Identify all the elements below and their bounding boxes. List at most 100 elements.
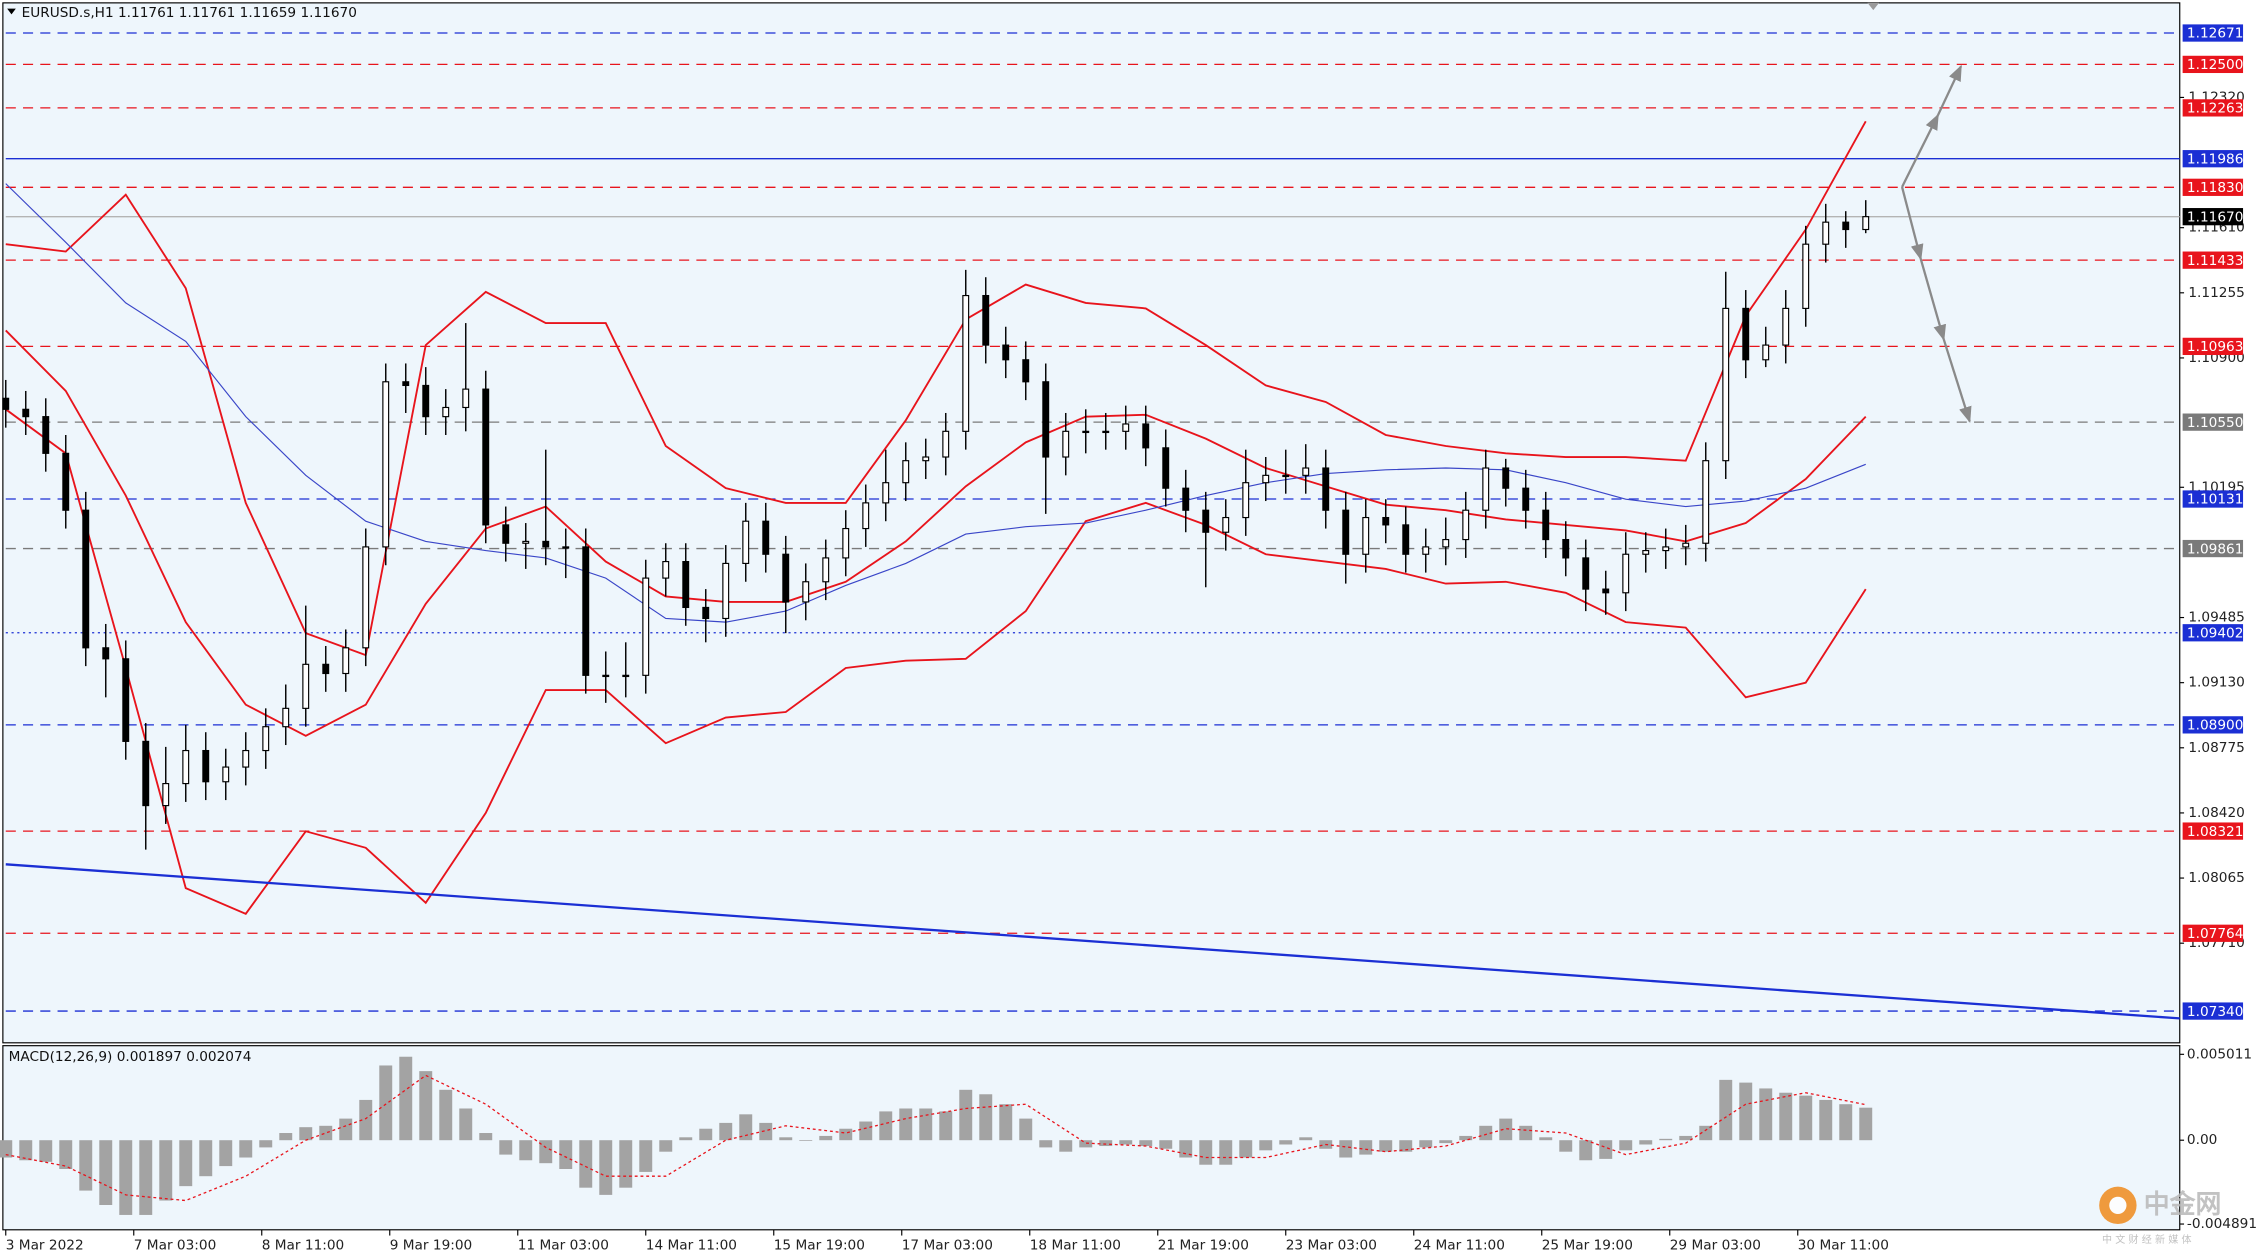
candle-body [782, 553, 790, 603]
y-tick-label: 1.09130 [2188, 675, 2244, 691]
macd-bar [1179, 1140, 1193, 1158]
macd-bar [999, 1104, 1013, 1141]
watermark-brand: 中金网 [2144, 1189, 2222, 1220]
macd-bar [259, 1140, 273, 1148]
candle-body [422, 384, 430, 418]
candle-body [862, 502, 870, 530]
level-price-label: 1.08321 [2187, 824, 2243, 840]
candle-body [762, 520, 770, 555]
macd-bar [1519, 1125, 1533, 1141]
macd-bar [139, 1140, 153, 1215]
level-price-box [2182, 55, 2244, 74]
candle-body [342, 647, 350, 675]
level-price-box [2182, 413, 2244, 431]
candle-body [1542, 509, 1550, 541]
level-price-box [2182, 822, 2244, 840]
candle-body [1262, 474, 1270, 484]
level-price-box [2182, 624, 2244, 642]
candle-body [1842, 221, 1850, 231]
level-price-label: 1.11433 [2187, 253, 2243, 269]
macd-bar [459, 1108, 473, 1141]
watermark: 中金网 中 文 财 经 新 媒 体 [2099, 1186, 2222, 1246]
macd-bar [199, 1140, 213, 1177]
candle-body [902, 460, 910, 484]
shift-marker [1867, 2, 1880, 11]
macd-bar [819, 1135, 833, 1141]
projection-arrows [1867, 2, 1972, 423]
candle-body [1722, 307, 1730, 462]
x-tick-label: 25 Mar 19:00 [1542, 1238, 1633, 1254]
candle-body [62, 452, 70, 511]
level-price-box [2182, 490, 2244, 508]
candle-body [1302, 467, 1310, 476]
candle-body [2, 397, 10, 410]
candle-body [142, 740, 150, 807]
level-price-label: 1.08900 [2187, 718, 2243, 734]
macd-layer: 0.005011 0.00 -0.004891 [0, 1046, 2256, 1232]
macd-bar [1739, 1082, 1753, 1141]
macd-bar [1719, 1079, 1733, 1141]
macd-bar [539, 1140, 553, 1164]
macd-bar [239, 1140, 253, 1158]
macd-bar [359, 1099, 373, 1141]
arrow [1900, 186, 1924, 261]
candle-body [522, 540, 530, 544]
candle-body [622, 674, 630, 678]
indicator-line [5, 329, 1867, 737]
candle-body [562, 546, 570, 549]
macd-bar [59, 1140, 73, 1170]
macd-bar [419, 1071, 433, 1141]
macd-bar [299, 1127, 313, 1141]
macd-bar [1259, 1140, 1273, 1151]
level-price-label: 1.12263 [2187, 101, 2243, 117]
level-price-box [2182, 337, 2244, 356]
candle-body [702, 606, 710, 620]
candle-body [1142, 423, 1150, 449]
candle-body [1562, 538, 1570, 559]
candle-body [1462, 509, 1470, 541]
candle-body [1242, 482, 1250, 519]
macd-bar [699, 1128, 713, 1141]
candle-body [202, 749, 210, 783]
candle-body [1202, 509, 1210, 533]
candle-body [402, 381, 410, 387]
candle-body [1482, 467, 1490, 511]
macd-bar [1479, 1125, 1493, 1141]
candle-body [1662, 546, 1670, 552]
macd-bar [179, 1140, 193, 1187]
candle-body [1442, 538, 1450, 548]
y-tick-label: 0.005011 [2187, 1046, 2252, 1062]
candle-body [1402, 524, 1410, 555]
level-price-label: 1.12500 [2187, 57, 2243, 73]
x-tick-label: 11 Mar 03:00 [518, 1238, 609, 1254]
x-tick-label: 9 Mar 19:00 [390, 1238, 473, 1254]
candle-body [582, 546, 590, 676]
candle-body [1062, 430, 1070, 458]
y-tick-label: 1.08775 [2188, 740, 2244, 756]
candle-body [302, 663, 310, 709]
indicator-line [5, 408, 1867, 915]
macd-bar [739, 1114, 753, 1141]
macd-bar [0, 1140, 13, 1158]
x-tick-label: 14 Mar 11:00 [646, 1238, 737, 1254]
macd-bar [659, 1140, 673, 1152]
candle-body [1522, 487, 1530, 511]
candle-body [1122, 423, 1130, 432]
candle-body [1382, 516, 1390, 526]
level-price-box [2182, 150, 2244, 168]
candle-body [1342, 509, 1350, 555]
candle-body [262, 726, 270, 752]
macd-bar [379, 1065, 393, 1141]
macd-bar [1839, 1104, 1853, 1141]
arrow [1919, 258, 1946, 342]
macd-bar [159, 1140, 173, 1201]
macd-bar [879, 1111, 893, 1141]
macd-bar [559, 1140, 573, 1170]
macd-bar [1219, 1140, 1233, 1165]
macd-bar [1099, 1140, 1113, 1147]
candle-body [922, 456, 930, 462]
candle-body [482, 388, 490, 526]
candle-body [1102, 430, 1110, 434]
